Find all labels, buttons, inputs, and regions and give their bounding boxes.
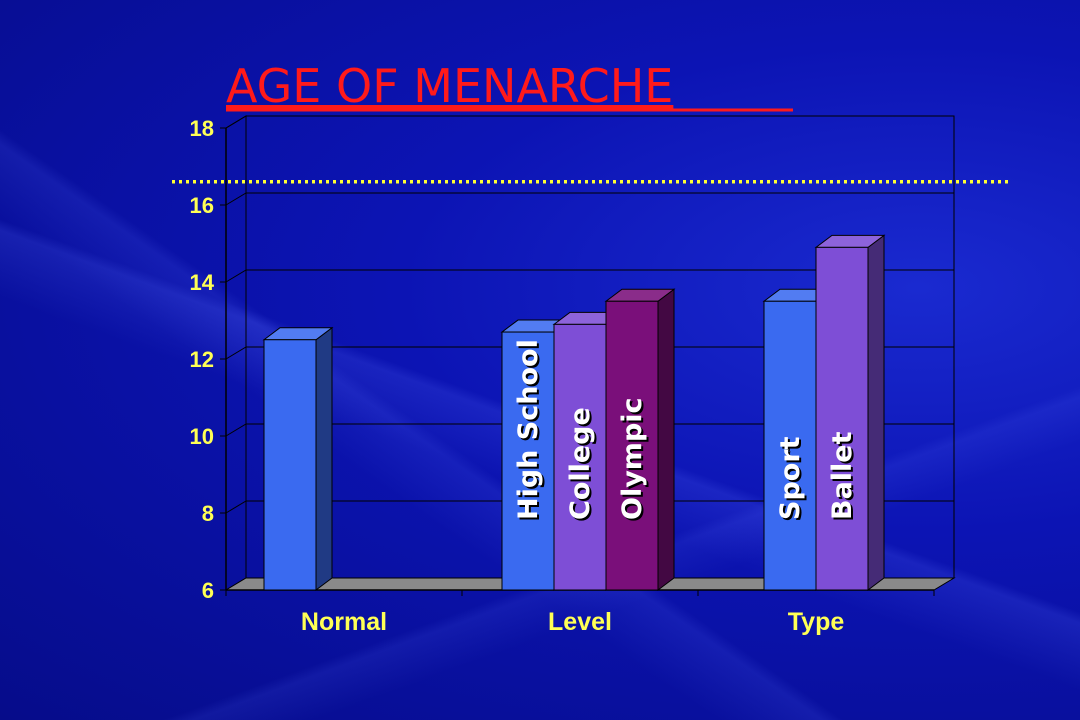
y-tick-label: 18	[190, 116, 214, 141]
gridline	[225, 115, 954, 129]
bar-ballet	[815, 246, 869, 591]
y-tick-label: 16	[190, 193, 214, 218]
bar-label: Ballet	[827, 431, 858, 520]
bar-college	[553, 323, 607, 591]
y-tick-label: 8	[202, 501, 214, 526]
bar-label: High School	[513, 339, 544, 520]
bar-label: Sport	[775, 436, 806, 520]
bar-label-shadow: College	[567, 409, 598, 522]
chart-title: AGE OF MENARCHE	[226, 59, 673, 113]
gridline	[225, 269, 954, 283]
x-category-label: Type	[788, 608, 845, 636]
bar-sport	[763, 300, 817, 591]
bar-label: Olympic	[617, 397, 648, 520]
bar-label-shadow: High School	[515, 341, 546, 522]
x-category-label: Level	[548, 608, 612, 636]
bar-side	[867, 234, 885, 591]
bar-high-school	[501, 331, 555, 591]
bar-side	[657, 288, 675, 591]
y-tick-label: 14	[190, 270, 215, 295]
bar-normal	[263, 339, 317, 591]
bar-label-shadow: Sport	[777, 438, 808, 522]
gridline	[225, 500, 954, 514]
bar-label-shadow: Olympic	[619, 399, 650, 522]
gridline	[225, 346, 954, 360]
bar-label-shadow: Ballet	[829, 433, 860, 522]
bar-olympic	[605, 300, 659, 591]
bar-label: College	[565, 407, 596, 520]
y-tick-label: 12	[190, 347, 214, 372]
y-tick-label: 10	[190, 424, 214, 449]
bar-side	[315, 326, 333, 591]
x-category-label: Normal	[301, 608, 387, 636]
gridline	[225, 423, 954, 437]
gridline	[225, 192, 954, 206]
y-tick-label: 6	[202, 578, 214, 603]
